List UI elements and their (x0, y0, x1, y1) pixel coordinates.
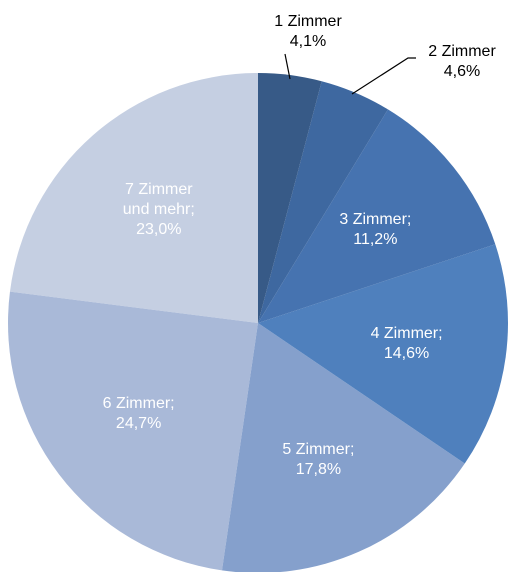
pie-slice (258, 109, 496, 324)
leader-line (284, 53, 291, 80)
category-label: 4 Zimmer; (370, 324, 443, 342)
value-label: 4,6% (443, 63, 481, 80)
category-label: 6 Zimmer; (102, 394, 175, 412)
slice-label: 4 Zimmer; 14,6% (364, 324, 450, 364)
value-label: 17,8% (295, 461, 342, 479)
value-label: 23,0% (136, 221, 182, 239)
value-label: 4,1% (289, 33, 327, 50)
slice-label: 6 Zimmer; 24,7% (96, 394, 182, 434)
category-label: 1 Zimmer (274, 13, 342, 30)
value-label: 14,6% (383, 344, 430, 362)
category-label: 2 Zimmer (428, 43, 496, 60)
category-label: 7 Zimmer und mehr; (122, 181, 195, 219)
category-label: 5 Zimmer; (282, 441, 355, 459)
pie-slice (7, 291, 258, 571)
category-label: 3 Zimmer; (339, 210, 412, 228)
value-label: 11,2% (353, 230, 398, 248)
leader-line (351, 57, 416, 95)
pie-slice (9, 73, 258, 323)
pie-slice (258, 244, 508, 464)
pie-slice (221, 323, 465, 572)
slice-label: 5 Zimmer; 17,8% (275, 440, 361, 480)
slice-label: 7 Zimmer und mehr; 23,0% (116, 180, 202, 240)
pie-slice (258, 73, 322, 323)
slice-label: 2 Zimmer 4,6% (419, 42, 505, 82)
value-label: 24,7% (115, 414, 162, 432)
pie-slice (258, 81, 388, 323)
slice-label: 3 Zimmer; 11,2% (332, 210, 418, 250)
slice-label: 1 Zimmer 4,1% (265, 12, 351, 52)
